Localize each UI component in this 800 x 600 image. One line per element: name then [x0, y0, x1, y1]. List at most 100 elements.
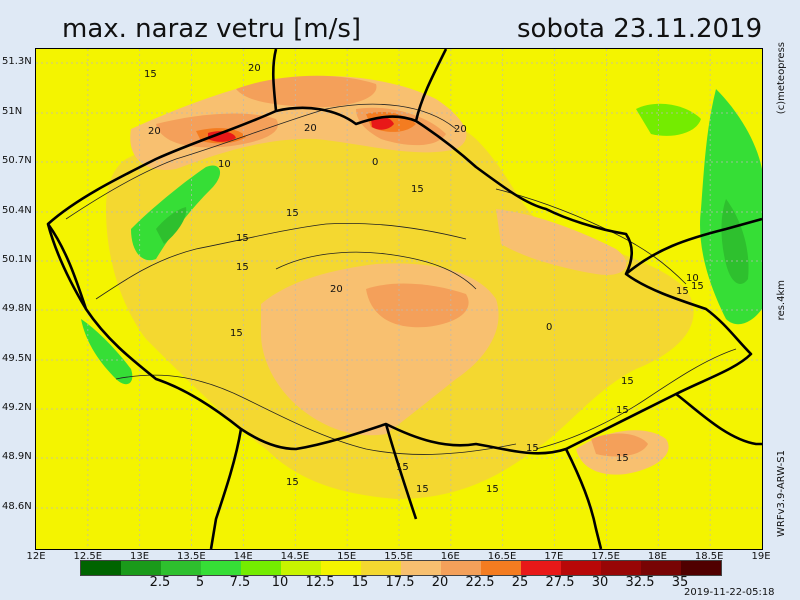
slovakia-border [564, 392, 762, 549]
legend-swatch [361, 561, 401, 575]
legend-swatch [681, 561, 721, 575]
legend-label: 5 [195, 575, 205, 590]
longitude-label: 17.5E [591, 551, 620, 562]
contour-label: 15 [676, 286, 689, 297]
latitude-label: 49.8N [2, 303, 32, 314]
field-band-lowwind-ne [636, 103, 701, 136]
legend-label: 2.5 [149, 575, 171, 590]
legend-label: 22.5 [465, 575, 495, 590]
legend-swatch [281, 561, 321, 575]
latitude-label: 51.3N [2, 56, 32, 67]
field-band-22-25-e [591, 433, 648, 457]
legend-swatch [481, 561, 521, 575]
field-band-22-25-c [366, 283, 469, 328]
country-borders [46, 49, 762, 549]
contour-label: 20 [330, 284, 343, 295]
map-title: max. naraz vetru [m/s] [62, 14, 362, 44]
contour-label: 15 [286, 477, 299, 488]
contour-lines [65, 103, 737, 455]
latitude-label: 50.7N [2, 155, 32, 166]
contour-label: 15 [616, 453, 629, 464]
legend-label: 10 [271, 575, 289, 590]
forecast-map: 20 15 20 20 20 10 0 15 15 15 15 0 20 15 15 15 10 15 15 15 15… [35, 48, 763, 550]
field-band-22-25-b [236, 75, 377, 108]
contour-label: 10 [218, 159, 231, 170]
contour-label: 15 [236, 262, 249, 273]
contour-label: 15 [411, 184, 424, 195]
legend-swatch [161, 561, 201, 575]
contour-label: 15 [416, 484, 429, 495]
latitude-label: 50.4N [2, 205, 32, 216]
legend-swatch [641, 561, 681, 575]
legend-swatch [81, 561, 121, 575]
longitude-label: 14E [233, 551, 253, 562]
longitude-label: 16E [440, 551, 460, 562]
longitude-label: 16.5E [487, 551, 517, 562]
field-band-lowwind-east-core [721, 199, 749, 284]
latitude-label: 50.1N [2, 254, 32, 265]
legend-label: 7.5 [229, 575, 251, 590]
contour-label: 15 [286, 208, 299, 219]
legend-label: 30 [591, 575, 609, 590]
field-band-27-30-b [371, 116, 394, 130]
longitude-label: 14.5E [280, 551, 310, 562]
legend-swatch [201, 561, 241, 575]
contour-label: 20 [304, 123, 317, 134]
model-label: WRFv3.9-ARW-S1 [776, 450, 787, 537]
contour-label: 20 [148, 126, 161, 137]
field-band-lowwind-west-core [156, 207, 187, 244]
contour-label: 20 [454, 124, 467, 135]
field-band-27-30-a [208, 131, 236, 142]
color-legend [80, 560, 722, 576]
poland-border [414, 49, 762, 275]
latitude-label: 51N [2, 106, 23, 117]
contour-label: 15 [396, 462, 409, 473]
germany-border [46, 49, 278, 310]
legend-label: 17.5 [385, 575, 415, 590]
longitude-label: 12.5E [73, 551, 103, 562]
contour-label: 15 [616, 405, 629, 416]
legend-swatch [241, 561, 281, 575]
resolution-label: res.4km [776, 280, 787, 321]
credit-label: (c)meteopress [776, 42, 787, 115]
latitude-label: 48.6N [2, 501, 32, 512]
legend-swatch [121, 561, 161, 575]
legend-swatch [321, 561, 361, 575]
latitude-label: 48.9N [2, 451, 32, 462]
legend-label: 15 [351, 575, 369, 590]
contour-label: 20 [248, 63, 261, 74]
run-timestamp: 2019-11-22-05:18 [684, 587, 775, 598]
legend-label: 25 [511, 575, 529, 590]
longitude-label: 12E [26, 551, 46, 562]
contour-label: 0 [372, 157, 378, 168]
longitude-label: 13.5E [177, 551, 206, 562]
contour-label: 0 [546, 322, 552, 333]
contour-label: 15 [236, 233, 249, 244]
legend-swatch [601, 561, 641, 575]
longitude-label: 13E [130, 551, 150, 562]
forecast-date: sobota 23.11.2019 [517, 14, 763, 44]
latitude-label: 49.2N [2, 402, 32, 413]
legend-label: 12.5 [305, 575, 335, 590]
legend-swatch [521, 561, 561, 575]
legend-swatch [441, 561, 481, 575]
contour-label: 15 [621, 376, 634, 387]
legend-swatch [401, 561, 441, 575]
longitude-label: 18E [647, 551, 667, 562]
longitude-label: 17E [544, 551, 564, 562]
longitude-label: 19E [751, 551, 771, 562]
longitude-label: 15.5E [384, 551, 413, 562]
legend-swatch [561, 561, 601, 575]
austria-border [209, 423, 418, 549]
legend-label: 32.5 [625, 575, 655, 590]
contour-label: 15 [230, 328, 243, 339]
contour-label: 15 [691, 281, 704, 292]
longitude-label: 15E [337, 551, 357, 562]
contour-label: 15 [486, 484, 499, 495]
latitude-label: 49.5N [2, 353, 32, 364]
longitude-label: 18.5E [694, 551, 724, 562]
field-band-lowwind-sw [81, 319, 133, 385]
legend-label: 35 [671, 575, 689, 590]
graticule [36, 49, 762, 549]
